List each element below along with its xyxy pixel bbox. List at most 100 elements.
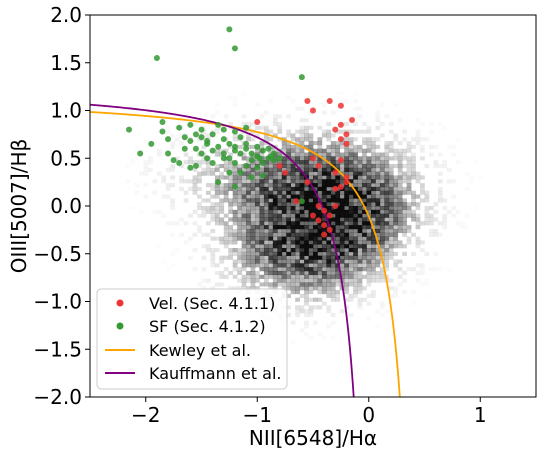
histogram-bin [299,240,305,245]
histogram-bin [214,270,220,276]
histogram-bin [290,228,296,234]
histogram-bin [197,206,202,211]
histogram-bin [370,293,376,298]
sf-point [220,150,227,157]
legend-box [96,288,288,390]
histogram-bin [272,255,278,260]
histogram-bin [348,144,354,149]
histogram-bin [442,221,448,226]
histogram-bin [232,236,238,241]
vel-point [304,179,311,186]
histogram-bin [335,248,341,253]
vel-point [337,102,344,109]
histogram-bin [272,133,278,138]
histogram-bin [250,228,256,234]
histogram-bin [304,267,309,272]
histogram-bin [201,213,207,218]
histogram-bin [326,217,332,222]
histogram-bin [295,240,300,245]
histogram-bin [263,228,269,234]
histogram-bin [321,129,327,134]
histogram-bin [304,286,309,291]
histogram-bin [201,206,207,211]
x-tick-label: −1 [243,403,272,427]
histogram-bin [406,183,412,188]
histogram-bin [304,312,309,318]
histogram-bin [281,202,287,207]
histogram-bin [469,175,474,179]
sf-point [187,138,194,145]
histogram-bin [290,152,296,157]
histogram-bin [250,167,256,172]
histogram-bin [335,293,341,298]
histogram-bin [272,118,278,123]
histogram-bin [272,267,278,272]
histogram-bin [379,213,385,218]
histogram-bin [370,186,376,192]
histogram-bin [263,190,269,195]
histogram-bin [428,206,434,211]
histogram-bin [321,267,327,272]
histogram-bin [362,202,367,207]
histogram-bin [304,152,309,157]
histogram-bin [357,278,363,283]
histogram-bin [308,270,314,276]
histogram-bin [205,221,211,226]
histogram-bin [393,244,399,249]
histogram-bin [415,213,421,218]
histogram-bin [214,148,220,153]
histogram-bin [170,175,176,180]
histogram-bin [370,290,376,295]
histogram-bin [460,225,465,229]
histogram-bin [309,336,314,340]
histogram-bin [268,228,274,234]
histogram-bin [366,274,372,279]
histogram-bin [313,160,318,165]
histogram-bin [321,186,327,192]
histogram-bin [268,183,274,188]
histogram-bin [228,202,234,207]
histogram-bin [353,144,358,149]
histogram-bin [348,213,354,218]
histogram-bin [250,267,256,272]
histogram-bin [304,194,309,199]
histogram-bin [330,228,336,234]
sf-point [159,118,166,125]
histogram-bin [313,248,318,253]
histogram-bin [219,240,225,245]
histogram-bin [321,148,327,153]
histogram-bin [255,179,260,184]
histogram-bin [344,171,349,176]
histogram-bin [425,137,430,141]
histogram-bin [286,194,291,199]
histogram-bin [370,251,376,256]
histogram-bin [295,290,300,295]
y-tick-label: −0.5 [33,242,82,266]
histogram-bin [286,274,291,279]
histogram-bin [219,274,225,279]
sf-point [198,134,205,141]
histogram-bin [415,171,421,176]
histogram-bin [223,244,229,249]
histogram-bin [357,171,363,176]
histogram-bin [411,156,416,161]
histogram-bin [197,213,202,218]
histogram-bin [357,255,363,260]
histogram-bin [370,232,376,237]
histogram-bin [241,209,247,214]
sf-point [243,162,250,169]
histogram-bin [321,255,327,260]
histogram-bin [379,270,385,276]
histogram-bin [214,202,220,207]
histogram-bin [170,198,176,203]
histogram-bin [344,202,349,207]
histogram-bin [205,232,211,237]
histogram-bin [393,286,399,291]
histogram-bin [348,244,354,249]
histogram-bin [353,290,358,295]
histogram-bin [263,186,269,192]
histogram-bin [384,152,390,157]
histogram-bin [406,160,412,165]
histogram-bin [290,202,296,207]
histogram-bin [344,282,349,287]
